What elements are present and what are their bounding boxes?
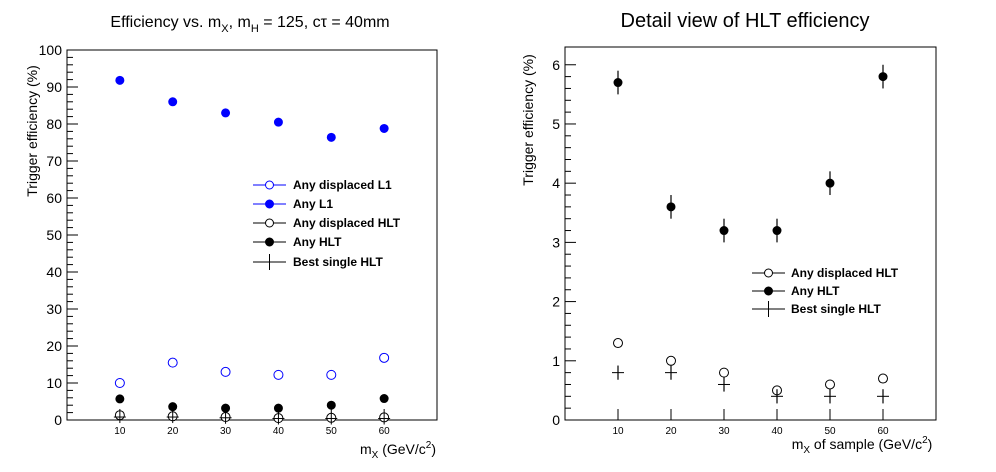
left-legend-label: Best single HLT <box>293 255 383 269</box>
left-x-tick-label: 20 <box>167 426 179 437</box>
left-chart-title: Efficiency vs. mX, mH = 125, cτ = 40mm <box>110 14 389 35</box>
left-any-hlt-point <box>326 400 336 410</box>
left-any-displaced-l1-point <box>326 369 337 380</box>
left-legend: Any displaced L1 Any L1 Any displaced HL… <box>253 178 401 270</box>
left-plot-frame <box>66 49 438 421</box>
left-any-hlt-point <box>273 403 283 413</box>
left-any-l1-point <box>273 117 283 127</box>
left-x-tick-label: 30 <box>220 426 232 437</box>
left-best-single-hlt-point <box>325 412 338 425</box>
right-any-hlt-point <box>613 78 623 88</box>
left-any-displaced-l1-point <box>379 352 390 363</box>
right-chart-title: Detail view of HLT efficiency <box>621 10 870 32</box>
left-any-hlt-point <box>168 402 178 412</box>
left-any-displaced-l1-point <box>167 357 178 368</box>
left-legend-label: Any HLT <box>293 235 342 249</box>
left-any-hlt-point <box>115 394 125 404</box>
right-plot-marks: 0 1 2 3 4 5 6 10 20 30 40 50 60 <box>552 57 889 437</box>
left-y-tick-label: 20 <box>46 338 62 354</box>
left-plot-marks: 0 10 20 30 40 50 60 70 80 90 100 10 20 30 40 50 60 <box>39 42 391 437</box>
left-x-tick-label: 60 <box>379 426 391 437</box>
left-best-single-hlt-point <box>272 412 285 425</box>
right-legend-label: Any HLT <box>791 284 840 298</box>
right-y-tick-label: 1 <box>552 353 560 369</box>
left-best-single-hlt-point <box>166 411 179 424</box>
left-legend-entry-best-single-hlt: Best single HLT <box>253 254 383 270</box>
right-any-displaced-hlt-point <box>666 355 676 366</box>
right-y-tick-label: 2 <box>552 294 560 310</box>
right-y-tick-label: 5 <box>552 116 560 132</box>
left-y-tick-label: 0 <box>54 412 62 428</box>
right-any-hlt-point <box>825 178 835 188</box>
left-legend-label: Any displaced HLT <box>293 216 401 230</box>
left-y-tick-label: 50 <box>46 227 62 243</box>
right-any-hlt-point <box>878 72 888 82</box>
right-y-tick-label: 6 <box>552 57 560 73</box>
left-any-hlt-point <box>379 394 389 404</box>
right-chart: Detail view of HLT efficiency Trigger ef… <box>520 10 937 456</box>
left-any-hlt-point <box>221 403 231 413</box>
right-plot-frame <box>564 46 937 421</box>
left-legend-entry-any-l1: Any L1 <box>253 197 333 211</box>
left-y-tick-label: 60 <box>46 190 62 206</box>
left-x-tick-label: 10 <box>114 426 126 437</box>
right-legend-entry-any-displaced-hlt: Any displaced HLT <box>752 266 899 280</box>
left-any-l1-point <box>115 75 125 85</box>
left-any-l1-point <box>326 132 336 142</box>
right-y-tick-label: 0 <box>552 412 560 428</box>
right-any-displaced-hlt-point <box>613 338 623 349</box>
right-legend-entry-any-hlt: Any HLT <box>752 284 840 298</box>
left-legend-entry-any-displaced-l1: Any displaced L1 <box>253 178 392 192</box>
left-x-tick-label: 40 <box>273 426 285 437</box>
left-any-l1-point <box>379 123 389 133</box>
right-y-tick-label: 4 <box>552 175 560 191</box>
left-y-tick-label: 30 <box>46 301 62 317</box>
left-chart: Efficiency vs. mX, mH = 125, cτ = 40mm T… <box>24 14 438 461</box>
right-any-hlt-point <box>666 202 676 212</box>
right-legend-label: Any displaced HLT <box>791 266 899 280</box>
left-legend-label: Any displaced L1 <box>293 178 392 192</box>
right-x-axis-label: mX of sample (GeV/c2) <box>792 435 933 456</box>
right-any-displaced-hlt-point <box>719 367 729 378</box>
left-x-tick-label: 50 <box>326 426 338 437</box>
left-any-displaced-l1-point <box>114 378 125 388</box>
right-x-tick-label: 10 <box>612 426 624 437</box>
right-any-displaced-hlt-point <box>825 379 835 390</box>
left-best-single-hlt-point <box>378 412 391 425</box>
right-x-tick-label: 20 <box>665 426 677 437</box>
left-any-displaced-l1-point <box>220 366 231 377</box>
right-any-hlt-point <box>772 226 782 236</box>
right-legend: Any displaced HLT Any HLT Best single HL… <box>752 266 899 317</box>
right-y-axis-label: Trigger efficiency (%) <box>520 54 536 185</box>
left-y-tick-label: 100 <box>39 42 63 58</box>
left-best-single-hlt-point <box>113 411 126 424</box>
left-legend-label: Any L1 <box>293 197 333 211</box>
left-y-axis-label: Trigger efficiency (%) <box>24 65 40 196</box>
left-y-tick-label: 80 <box>46 116 62 132</box>
left-x-axis-label: mX (GeV/c2) <box>360 440 436 461</box>
right-x-tick-label: 40 <box>771 426 783 437</box>
right-legend-entry-best-single-hlt: Best single HLT <box>752 301 881 317</box>
right-y-tick-label: 3 <box>552 234 560 250</box>
left-any-displaced-l1-point <box>273 369 284 380</box>
left-best-single-hlt-point <box>219 411 232 424</box>
left-y-tick-label: 90 <box>46 79 62 95</box>
right-x-tick-label: 30 <box>718 426 730 437</box>
left-y-tick-label: 40 <box>46 264 62 280</box>
left-y-tick-label: 10 <box>46 375 62 391</box>
right-x-tick-label: 60 <box>877 426 889 437</box>
left-any-l1-point <box>221 108 231 118</box>
left-legend-entry-any-hlt: Any HLT <box>253 235 342 249</box>
right-any-displaced-hlt-point <box>878 373 888 384</box>
right-any-hlt-point <box>719 226 729 236</box>
left-any-l1-point <box>168 97 178 107</box>
left-y-tick-label: 70 <box>46 153 62 169</box>
right-x-tick-label: 50 <box>824 426 836 437</box>
left-legend-entry-any-displaced-hlt: Any displaced HLT <box>253 216 401 230</box>
right-legend-label: Best single HLT <box>791 302 881 316</box>
